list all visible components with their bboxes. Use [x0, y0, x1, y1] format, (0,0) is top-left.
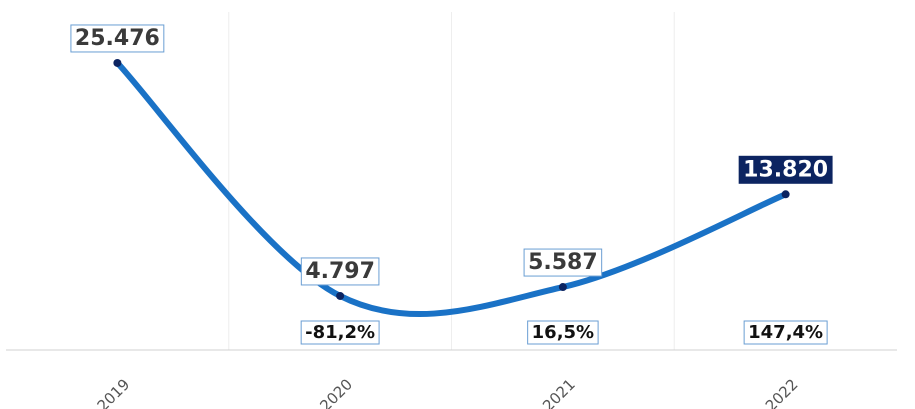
value-label-box	[523, 248, 603, 277]
value-label-box	[300, 257, 380, 286]
change-label: 147,4%	[748, 322, 823, 343]
value-label: 13.820	[743, 157, 828, 182]
point	[113, 58, 122, 67]
change-label-box	[300, 320, 380, 345]
x-tick-label: 2019	[94, 375, 134, 409]
x-tick-label: 2020	[316, 375, 356, 409]
value-label: 5.587	[528, 250, 598, 275]
change-label-group: -81,2%	[300, 320, 380, 345]
change-label-box	[527, 320, 599, 345]
x-tick-label: 2022	[762, 375, 802, 409]
value-label-box	[70, 24, 165, 53]
change-label-group: 16,5%	[527, 320, 599, 345]
line	[114, 59, 789, 318]
change-label-box	[743, 320, 828, 345]
value-label: 4.797	[305, 259, 375, 284]
value-label-group: 5.587	[523, 248, 603, 277]
value-label-box	[738, 155, 833, 184]
value-label: 25.476	[75, 26, 160, 51]
value-label-group: 13.820	[738, 155, 833, 184]
point	[781, 190, 790, 199]
point	[336, 291, 345, 300]
value-label-group: 25.476	[70, 24, 165, 53]
x-tick-label: 2021	[539, 375, 579, 409]
change-label: -81,2%	[305, 322, 375, 343]
change-label-group: 147,4%	[743, 320, 828, 345]
change-label: 16,5%	[532, 322, 594, 343]
value-label-group: 4.797	[300, 257, 380, 286]
point	[558, 283, 567, 292]
